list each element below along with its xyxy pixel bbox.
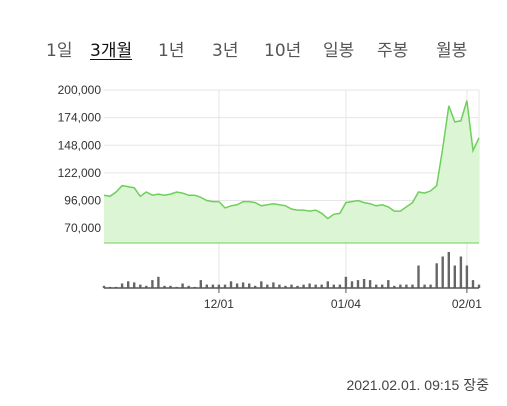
tab-3-month[interactable]: 3개월 [90, 41, 133, 61]
volume-bar [417, 265, 420, 288]
volume-bar [314, 284, 317, 288]
y-tick-label: 200,000 [58, 83, 102, 97]
volume-bar [393, 285, 396, 289]
volume-bar [205, 284, 208, 288]
tab-10-year[interactable]: 10년 [264, 41, 302, 61]
volume-bar [320, 284, 323, 288]
volume-bar [447, 252, 450, 288]
tab-1-day[interactable]: 1일 [46, 41, 73, 61]
volume-bar [223, 284, 227, 288]
volume-bars [102, 252, 481, 289]
volume-bar [338, 284, 342, 288]
y-tick-label: 122,000 [58, 166, 102, 180]
y-tick-label: 174,000 [58, 111, 102, 125]
volume-bar [453, 265, 456, 288]
volume-bar [356, 280, 360, 288]
volume-bar [278, 284, 281, 288]
volume-bar [381, 284, 384, 288]
volume-bar [248, 283, 251, 288]
volume-bar [120, 283, 124, 288]
tab-3-year[interactable]: 3년 [212, 41, 239, 61]
price-line [103, 100, 480, 220]
volume-bar [169, 285, 172, 289]
x-tick-label: 01/04 [331, 297, 361, 311]
x-tick-label: 12/01 [204, 297, 234, 311]
x-tick-label: 02/01 [452, 297, 482, 311]
volume-bar [405, 284, 408, 288]
timestamp: 2021.02.01. 09:15 장중 [346, 377, 489, 393]
x-axis-ticks: 12/01 01/04 02/01 [204, 288, 482, 311]
volume-bar [471, 280, 475, 288]
chart-grid [104, 89, 480, 288]
y-tick-label: 148,000 [58, 138, 102, 152]
volume-bar [411, 284, 414, 288]
volume-bar [399, 284, 402, 288]
price-chart: 200,000 174,000 148,000 122,000 96,000 70,000… [58, 83, 483, 311]
volume-bar [199, 280, 202, 288]
volume-bar [187, 285, 190, 289]
volume-bar [296, 285, 299, 289]
volume-bar [308, 283, 311, 288]
volume-bar [181, 283, 184, 288]
volume-bar [145, 285, 148, 289]
volume-bar [362, 279, 366, 288]
volume-bar [375, 284, 378, 288]
volume-bar [211, 284, 215, 288]
y-axis-ticks: 200,000 174,000 148,000 122,000 96,000 70,000 [58, 83, 102, 235]
volume-bar [290, 284, 293, 288]
tab-1-year[interactable]: 1년 [158, 41, 185, 61]
volume-bar [235, 283, 239, 288]
volume-bar [133, 282, 136, 288]
volume-bar [139, 284, 142, 288]
volume-bar [254, 285, 257, 289]
volume-bar [229, 281, 233, 289]
y-tick-label: 70,000 [64, 221, 101, 235]
volume-bar [344, 276, 348, 289]
period-tabs: 1일 3개월 1년 3년 10년 일봉 주봉 월봉 [0, 36, 507, 62]
tab-monthly-candle[interactable]: 월봉 [436, 41, 468, 61]
volume-bar [423, 284, 426, 288]
volume-bar [127, 281, 130, 289]
volume-bar [266, 284, 269, 288]
volume-bar [151, 280, 154, 288]
volume-bar [477, 284, 481, 288]
volume-bar [387, 280, 390, 288]
volume-bar [272, 282, 275, 288]
volume-bar [302, 284, 305, 288]
volume-bar [429, 284, 432, 288]
volume-bar [217, 284, 221, 288]
volume-bar [241, 282, 245, 288]
price-area [104, 100, 479, 243]
volume-bar [435, 263, 438, 289]
y-tick-label: 96,000 [64, 194, 101, 208]
volume-bar [350, 281, 354, 289]
volume-bar [459, 256, 463, 288]
volume-bar [441, 256, 444, 288]
volume-bar [332, 284, 335, 288]
volume-bar [326, 281, 329, 289]
volume-bar [163, 285, 166, 289]
volume-bar [260, 281, 263, 289]
volume-bar [465, 265, 469, 288]
tab-weekly-candle[interactable]: 주봉 [377, 41, 409, 61]
volume-bar [368, 280, 372, 288]
volume-bar [157, 276, 160, 289]
volume-bar [102, 285, 106, 289]
volume-bar [284, 285, 287, 289]
tab-daily-candle[interactable]: 일봉 [323, 41, 355, 61]
